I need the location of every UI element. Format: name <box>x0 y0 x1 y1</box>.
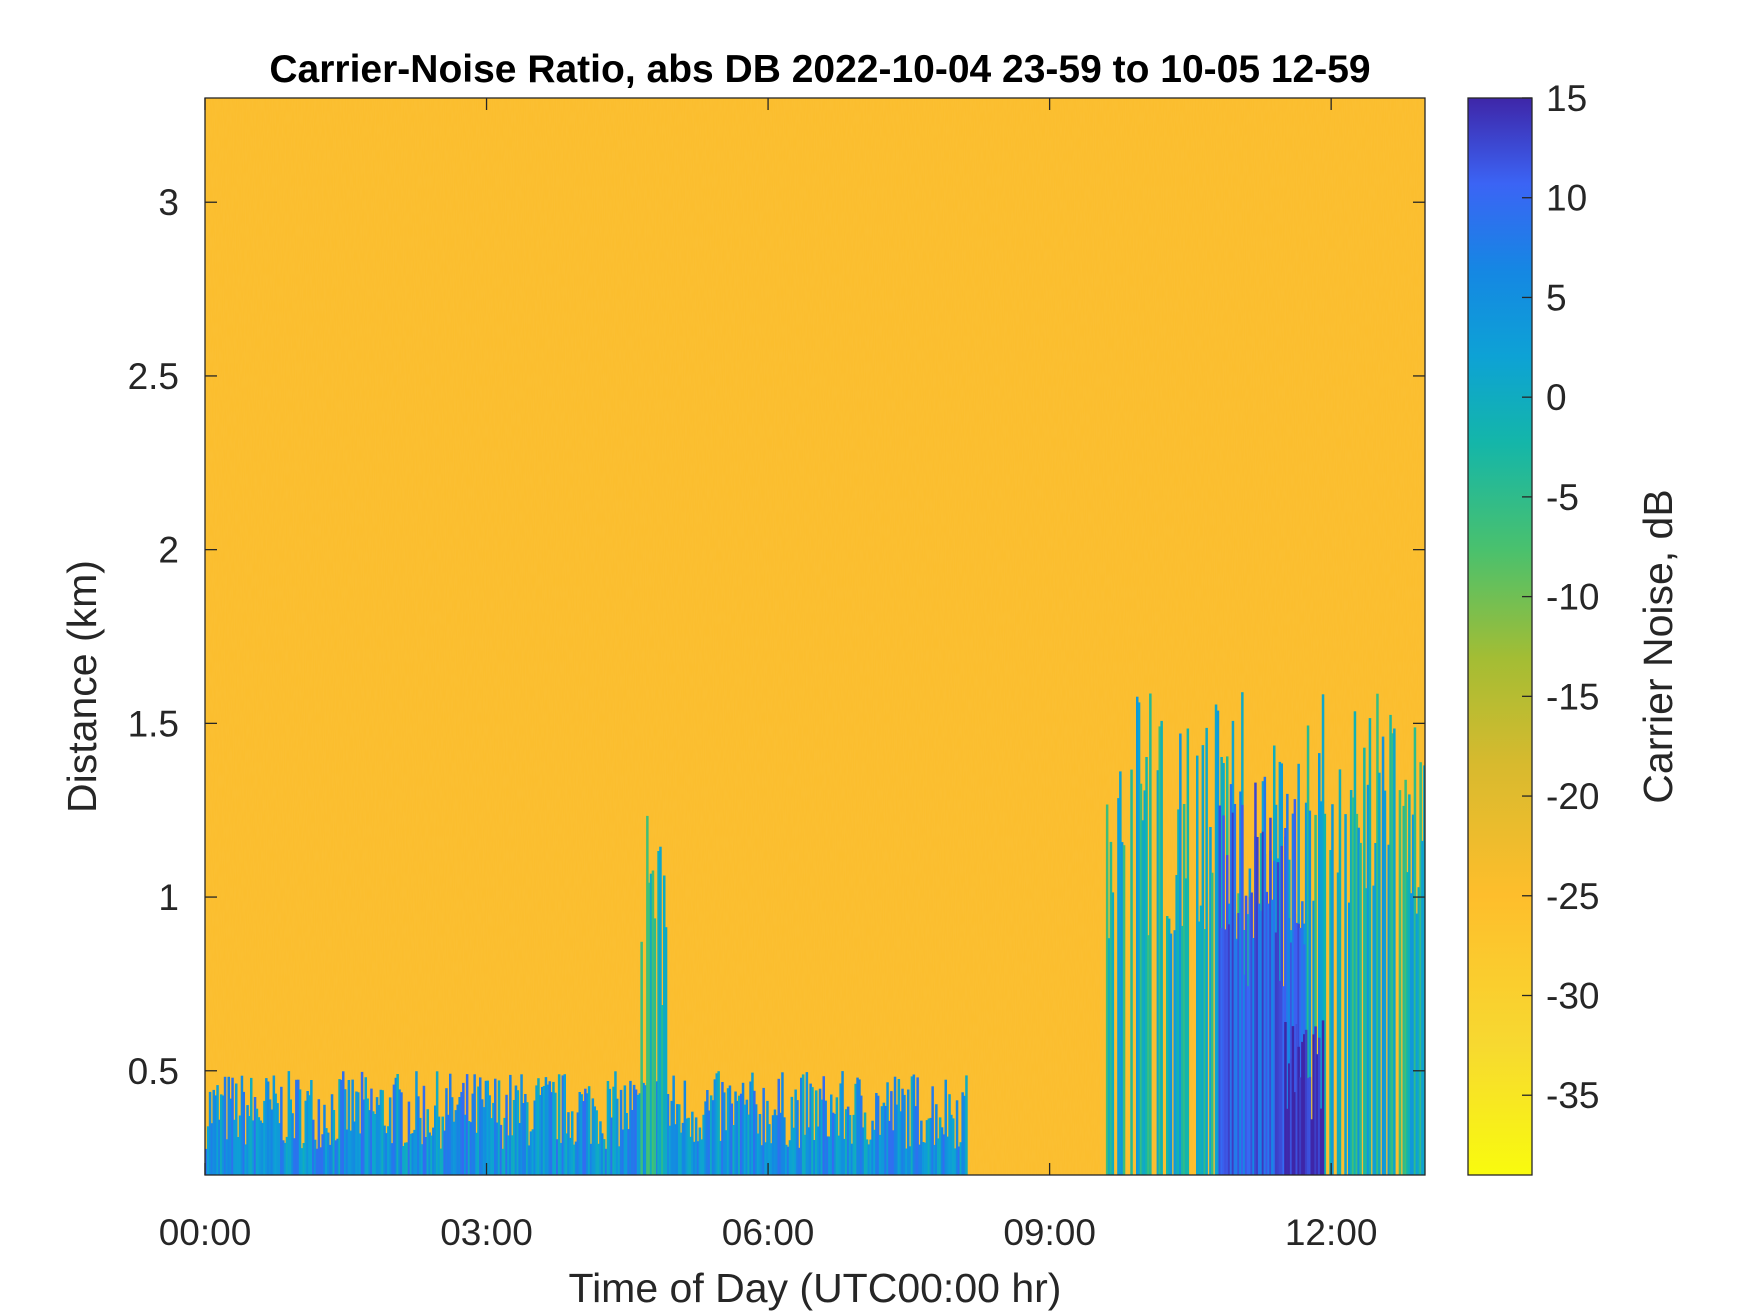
heatmap-cell <box>965 1075 968 1175</box>
x-tick-label: 00:00 <box>159 1212 252 1253</box>
chart-title: Carrier-Noise Ratio, abs DB 2022-10-04 2… <box>269 48 1370 91</box>
heatmap-area <box>205 98 1428 1175</box>
colorbar-tick-label: 0 <box>1546 377 1567 418</box>
heatmap-cell <box>1369 718 1372 1175</box>
y-tick-label: 0.5 <box>128 1051 179 1092</box>
x-tick-label: 09:00 <box>1003 1212 1096 1253</box>
y-tick-label: 1.5 <box>128 703 179 744</box>
heatmap-cell <box>665 927 668 1175</box>
colorbar-tick-label: 10 <box>1546 178 1587 219</box>
colorbar-tick-label: -35 <box>1546 1075 1599 1116</box>
heatmap-cell <box>1322 1020 1325 1175</box>
heatmap-cell <box>1378 773 1381 1175</box>
heatmap-cell <box>640 942 643 1175</box>
colorbar-tick-label: 15 <box>1546 78 1587 119</box>
colorbar-tick-label: -5 <box>1546 477 1579 518</box>
x-tick-label: 03:00 <box>440 1212 533 1253</box>
heatmap-cell <box>1339 769 1342 1175</box>
colorbar-tick-label: -20 <box>1546 776 1599 817</box>
heatmap-cell <box>1359 843 1362 1175</box>
heatmap-cell <box>1187 729 1190 1176</box>
heatmap-cell <box>1344 814 1347 1175</box>
heatmap-cell <box>1170 934 1173 1175</box>
y-axis-title: Distance (km) <box>59 560 105 813</box>
colorbar-ticks: 15 10 5 0 -5 -10 -15 -20 -25 -30 -35 <box>1522 78 1599 1116</box>
heatmap-cell <box>1130 770 1133 1175</box>
colorbar: 15 10 5 0 -5 -10 -15 -20 -25 -30 -35 <box>1468 78 1599 1175</box>
y-tick-label: 1 <box>158 877 179 918</box>
colorbar-gradient <box>1468 98 1532 1175</box>
heatmap-cell <box>1384 791 1387 1175</box>
heatmap-cell <box>1149 694 1152 1176</box>
y-tick-label: 2 <box>158 530 179 571</box>
heatmap-cell <box>1331 804 1334 1175</box>
x-tick-label: 12:00 <box>1285 1212 1378 1253</box>
y-tick-label: 3 <box>158 182 179 223</box>
x-axis-title: Time of Day (UTC00:00 hr) <box>569 1265 1062 1311</box>
heatmap-cell <box>1399 790 1402 1175</box>
colorbar-tick-label: 5 <box>1546 277 1567 318</box>
colorbar-tick-label: -10 <box>1546 577 1599 618</box>
x-tick-label: 06:00 <box>722 1212 815 1253</box>
colorbar-tick-label: -15 <box>1546 676 1599 717</box>
colorbar-tick-label: -30 <box>1546 976 1599 1017</box>
heatmap-cell <box>1112 892 1115 1175</box>
colorbar-tick-label: -25 <box>1546 876 1599 917</box>
heatmap-cell <box>1211 873 1214 1175</box>
colorbar-title: Carrier Noise, dB <box>1635 489 1681 803</box>
heatmap-cell <box>1393 729 1396 1176</box>
heatmap-cell <box>1205 728 1208 1175</box>
heatmap-cell <box>654 918 657 1175</box>
y-tick-label: 2.5 <box>128 356 179 397</box>
heatmap-cell <box>1123 845 1126 1175</box>
heatmap-cell <box>1160 721 1163 1175</box>
